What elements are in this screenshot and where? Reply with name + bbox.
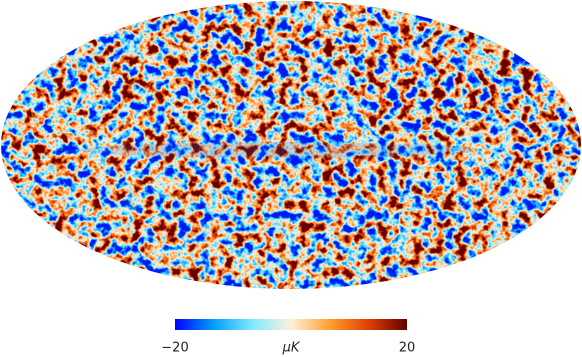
colorbar-label: μK xyxy=(282,341,301,356)
sky-map xyxy=(1,1,581,289)
galactic-plane xyxy=(80,142,480,158)
sky-texture xyxy=(1,1,581,289)
colorbar-tick-label: 20 xyxy=(399,341,416,356)
colorbar xyxy=(175,319,407,330)
colorbar-tick-label: −20 xyxy=(161,341,188,356)
